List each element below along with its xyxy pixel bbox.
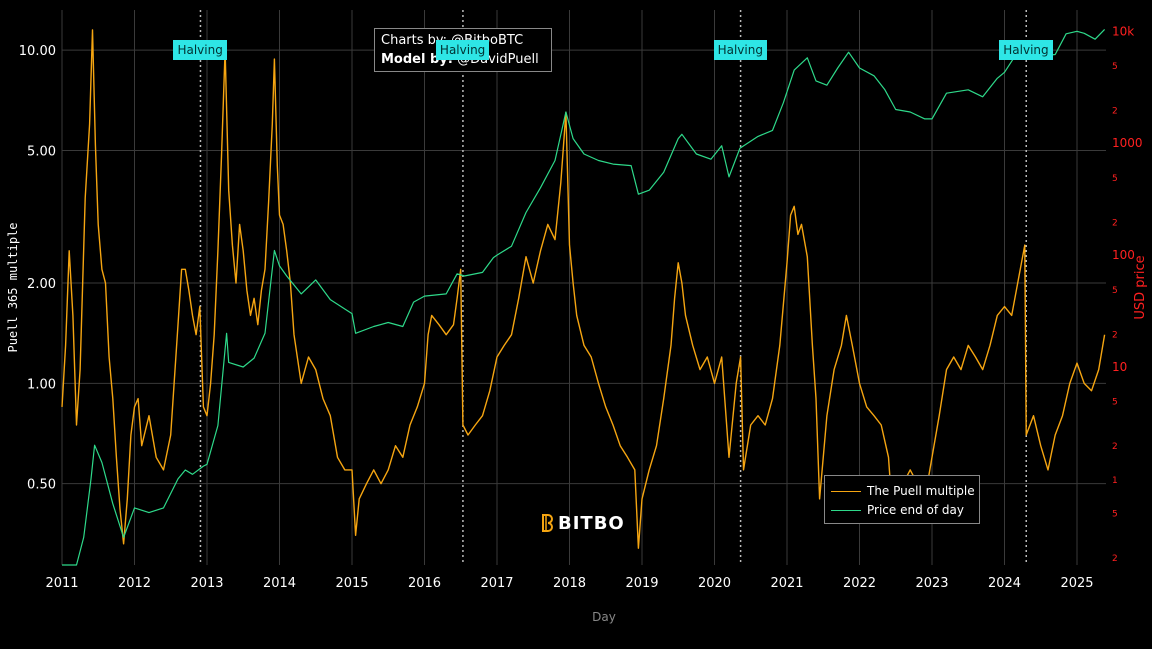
price-line <box>62 28 1106 566</box>
x-tick-label: 2020 <box>698 576 731 591</box>
y-left-axis-title: Puell 365 multiple <box>6 222 20 352</box>
x-tick-label: 2012 <box>118 576 151 591</box>
y-right-tick-label: 2 <box>1112 218 1118 228</box>
legend-label-price: Price end of day <box>867 503 964 517</box>
x-tick-label: 2024 <box>988 576 1021 591</box>
y-right-tick-label: 2 <box>1112 554 1118 564</box>
y-right-tick-label: 5 <box>1112 62 1118 72</box>
y-right-tick-label: 1 <box>1112 476 1118 486</box>
x-tick-label: 2015 <box>335 576 368 591</box>
y-right-axis-title: USD price <box>1133 255 1148 319</box>
halving-label: Halving <box>713 40 767 60</box>
credits-model-prefix: Model by: <box>381 52 453 67</box>
halving-label: Halving <box>435 40 490 60</box>
halving-label: Halving <box>173 40 227 60</box>
y-right-tick-label: 5 <box>1112 286 1118 296</box>
x-tick-label: 2021 <box>770 576 803 591</box>
legend-item-price[interactable]: Price end of day <box>831 501 964 519</box>
x-axis-title: Day <box>592 610 616 624</box>
x-tick-label: 2016 <box>408 576 441 591</box>
y-right-tick-label: 5 <box>1112 398 1118 408</box>
x-tick-label: 2022 <box>843 576 876 591</box>
y-right-tick-label: 100 <box>1112 248 1135 262</box>
y-right-tick-label: 10 <box>1112 360 1127 374</box>
credits-charts-prefix: Charts by: <box>381 33 448 48</box>
x-tick-label: 2014 <box>263 576 296 591</box>
puell-multiple-line <box>61 29 1106 549</box>
x-tick-label: 2013 <box>190 576 223 591</box>
bitbo-logo: BITBO <box>540 513 625 535</box>
y-left-tick-label: 1.00 <box>27 377 56 392</box>
axes: 2011 2012 2013 2014 2015 2016 2017 2018 2019 2020… <box>6 24 1148 624</box>
y-right-tick-label: 5 <box>1112 174 1118 184</box>
x-tick-label: 2019 <box>625 576 658 591</box>
y-right-tick-label: 5 <box>1112 510 1118 520</box>
x-tick-label: 2011 <box>45 576 78 591</box>
y-right-tick-label: 2 <box>1112 442 1118 452</box>
x-tick-label: 2023 <box>915 576 948 591</box>
y-right-tick-label: 1000 <box>1112 136 1143 150</box>
y-left-tick-label: 10.00 <box>19 44 56 59</box>
x-tick-label: 2018 <box>553 576 586 591</box>
chart-legend: The Puell multiple Price end of day <box>824 475 980 524</box>
y-left-tick-label: 0.50 <box>27 478 56 493</box>
y-left-tick-label: 5.00 <box>27 144 56 159</box>
bitbo-logo-icon <box>542 514 553 532</box>
x-tick-label: 2025 <box>1060 576 1093 591</box>
bitbo-logo-text: BITBO <box>558 513 625 534</box>
x-tick-label: 2017 <box>480 576 513 591</box>
halving-label: Halving <box>999 40 1053 60</box>
y-right-tick-label: 10k <box>1112 24 1134 38</box>
legend-item-puell[interactable]: The Puell multiple <box>831 482 975 500</box>
y-right-tick-label: 2 <box>1112 330 1118 340</box>
y-left-tick-label: 2.00 <box>27 277 56 292</box>
legend-swatch-puell <box>831 491 861 492</box>
grid-lines <box>61 10 1106 565</box>
legend-label-puell: The Puell multiple <box>867 484 975 498</box>
y-right-tick-label: 2 <box>1112 107 1118 117</box>
legend-swatch-price <box>831 510 861 511</box>
